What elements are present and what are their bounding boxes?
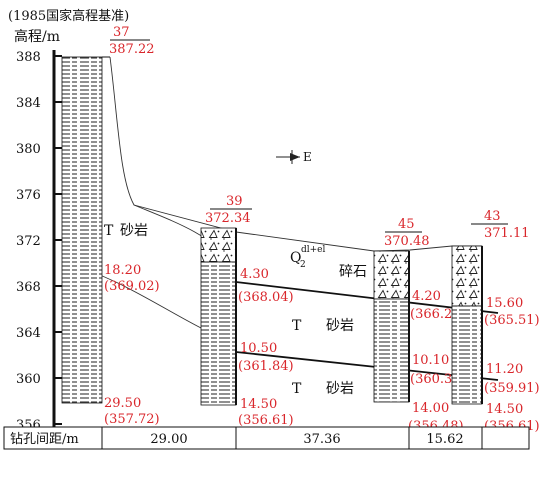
borehole-37-layer-depth: 18.20: [104, 263, 141, 278]
borehole-43: 43 371.11 15.60 (365.51) 11.20 (359.91) …: [451, 209, 540, 434]
borehole-43-rock: [451, 305, 483, 405]
borehole-39-id: 39: [226, 194, 243, 209]
axis-tick-label: 360: [16, 372, 41, 387]
rock-unit-3-symbol: T: [292, 381, 302, 397]
borehole-43-bottom-depth: 14.50: [486, 402, 523, 417]
axis-tick: 376: [16, 188, 62, 203]
axis-tick: 388: [16, 50, 62, 65]
borehole-37-id: 37: [113, 25, 130, 40]
direction-arrow: E: [276, 150, 312, 164]
spacing-37-39: 29.00: [150, 432, 187, 447]
spacing-row-label: 钻孔间距/m: [10, 432, 79, 447]
borehole-spacing-row: 钻孔间距/m 29.00 37.36 15.62: [3, 426, 530, 450]
borehole-39-rock: [200, 261, 237, 406]
borehole-37: 37 387.22 18.20 (369.02) 29.50 (357.72): [61, 25, 160, 427]
borehole-43-top-elevation: 371.11: [484, 226, 530, 241]
borehole-39-top-elevation: 372.34: [205, 211, 251, 226]
axis-tick-label: 364: [16, 326, 41, 341]
borehole-39-layer1-depth: 4.30: [240, 267, 269, 282]
axis-tick: 360: [16, 372, 62, 387]
rock-unit-3-name: 砂岩: [326, 381, 354, 397]
axis-tick-label: 388: [16, 50, 41, 65]
spacing-45-43: 15.62: [426, 432, 463, 447]
borehole-39: 39 372.34 4.30 (368.04) 10.50 (361.84) 1…: [200, 194, 294, 428]
soil-unit-name: 碎石: [339, 264, 367, 280]
borehole-37-top-elevation: 387.22: [109, 42, 155, 57]
spacing-39-45: 37.36: [303, 432, 340, 447]
soil-unit-symbol: Q: [290, 250, 301, 266]
elevation-axis-title: 高程/m: [14, 28, 60, 45]
borehole-45-top-elevation: 370.48: [384, 234, 430, 249]
borehole-45-soil: [373, 250, 410, 300]
borehole-39-layer2-depth: 10.50: [240, 341, 277, 356]
datum-title: (1985国家高程基准): [8, 8, 129, 24]
rock-unit-name: 砂岩: [120, 223, 148, 239]
borehole-37-bottom-depth: 29.50: [104, 396, 141, 411]
borehole-37-layer-elevation: (369.02): [104, 279, 160, 294]
borehole-43-layer2-depth: 11.20: [486, 362, 523, 377]
borehole-45-layer1-depth: 4.20: [412, 289, 441, 304]
borehole-39-bottom-depth: 14.50: [240, 397, 277, 412]
borehole-39-soil: [200, 227, 237, 263]
rock-unit-symbol: T: [104, 223, 114, 239]
borehole-45-bottom-depth: 14.00: [412, 401, 449, 416]
axis-tick: 368: [16, 280, 62, 295]
borehole-43-layer1-depth: 15.60: [486, 296, 523, 311]
axis-tick-label: 372: [16, 234, 41, 249]
borehole-43-id: 43: [484, 209, 501, 224]
axis-tick-label: 380: [16, 142, 41, 157]
axis-tick-label: 384: [16, 96, 41, 111]
borehole-37-column: [61, 56, 103, 404]
axis-tick: 372: [16, 234, 62, 249]
borehole-43-layer1-elevation: (365.51): [484, 313, 540, 328]
rock-unit-2-symbol: T: [292, 318, 302, 334]
borehole-45-id: 45: [398, 217, 415, 232]
axis-tick: 364: [16, 326, 62, 341]
soil-unit-sup: dl+el: [301, 245, 326, 255]
axis-tick-label: 368: [16, 280, 41, 295]
borehole-39-layer1-elevation: (368.04): [238, 290, 294, 305]
borehole-37-bottom-elevation: (357.72): [104, 412, 160, 427]
borehole-39-layer2-elevation: (361.84): [238, 359, 294, 374]
borehole-39-bottom-elevation: (356.61): [238, 413, 294, 428]
axis-tick: 380: [16, 142, 62, 157]
borehole-45-rock: [373, 298, 410, 403]
axis-tick: 384: [16, 96, 62, 111]
borehole-43-soil: [451, 245, 483, 307]
soil-unit-sub: 2: [300, 260, 306, 270]
borehole-43-layer2-elevation: (359.91): [484, 381, 540, 396]
axis-tick-label: 376: [16, 188, 41, 203]
ground-surface-line: [109, 56, 482, 252]
stratum-labels: T 砂岩 Q 2 dl+el 碎石 T 砂岩 T 砂岩: [104, 223, 367, 397]
borehole-45-layer2-depth: 10.10: [412, 353, 449, 368]
rock-unit-2-name: 砂岩: [326, 318, 354, 334]
direction-label: E: [303, 150, 312, 164]
